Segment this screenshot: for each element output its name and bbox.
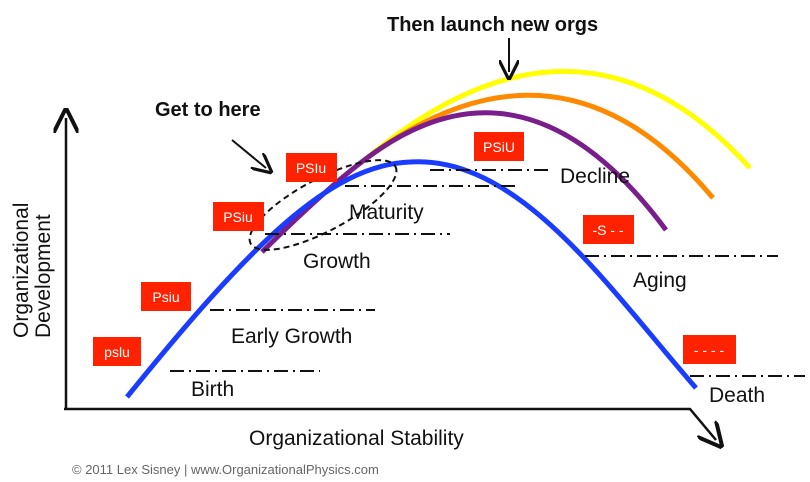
badge-growth: PSiu <box>213 202 264 231</box>
badge-early-growth-bg <box>141 282 191 311</box>
y-axis-title-line1: Organizational <box>10 203 33 338</box>
badge-birth-bg <box>93 337 141 366</box>
badge-death-bg <box>683 335 736 364</box>
badge-decline: PSiU <box>474 132 524 161</box>
badge-maturity-bg <box>286 153 337 182</box>
badge-birth: pslu <box>93 337 141 366</box>
label-decline: Decline <box>560 165 630 188</box>
badge-death-text: - - - - <box>694 342 725 358</box>
badge-early-growth-text: Psiu <box>152 289 179 305</box>
badge-maturity-text: PSIu <box>296 160 326 176</box>
curve-orange <box>365 92 715 200</box>
curve-main <box>125 159 698 399</box>
badge-death: - - - - <box>683 335 736 364</box>
label-death: Death <box>709 384 765 407</box>
badge-maturity: PSIu <box>286 153 337 182</box>
label-early-growth: Early Growth <box>231 325 352 348</box>
label-growth: Growth <box>303 250 371 273</box>
x-axis <box>64 407 716 440</box>
title-text: Then launch new orgs <box>387 14 598 36</box>
curve-yellow <box>365 69 752 170</box>
label-birth: Birth <box>191 378 234 401</box>
annotation-text: Get to here <box>155 99 261 121</box>
badge-aging: -S - - <box>583 215 634 244</box>
x-axis-title: Organizational Stability <box>249 427 464 450</box>
highlight-ellipse <box>248 159 398 251</box>
badge-early-growth: Psiu <box>141 282 191 311</box>
stage-baselines <box>170 169 805 377</box>
annotation-arrow <box>231 139 266 168</box>
label-maturity: Maturity <box>349 201 424 224</box>
copyright-text: © 2011 Lex Sisney | www.OrganizationalPh… <box>72 462 379 477</box>
label-aging: Aging <box>633 269 687 292</box>
badge-birth-text: pslu <box>104 344 130 360</box>
badge-aging-text: -S - - <box>592 222 623 238</box>
badge-decline-bg <box>474 132 524 161</box>
badge-growth-bg <box>213 202 264 231</box>
y-axis-title-line2: Development <box>32 214 55 338</box>
badge-growth-text: PSiu <box>223 209 253 225</box>
badge-aging-bg <box>583 215 634 244</box>
badge-decline-text: PSiU <box>483 139 515 155</box>
